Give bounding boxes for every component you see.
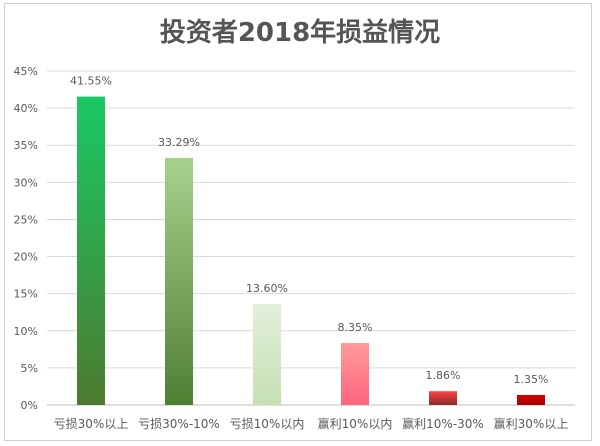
bar	[165, 157, 193, 405]
x-tick-label: 亏损30%以上	[54, 417, 129, 431]
x-tick-label: 赢利10%以内	[318, 416, 393, 431]
bar	[429, 391, 457, 405]
y-tick-label: 40%	[14, 102, 38, 115]
y-tick-label: 10%	[14, 325, 38, 338]
data-label: 13.60%	[246, 282, 288, 295]
y-tick-label: 20%	[14, 251, 38, 264]
data-label: 1.86%	[426, 369, 461, 382]
y-tick-label: 35%	[14, 139, 38, 152]
x-tick-label: 赢利30%以上	[494, 416, 569, 431]
bar	[253, 304, 281, 405]
y-tick-label: 0%	[21, 399, 38, 412]
y-tick-label: 45%	[14, 65, 38, 78]
x-tick-label: 亏损30%-10%	[138, 417, 220, 431]
chart-title: 投资者2018年损益情况	[159, 18, 441, 48]
data-label: 33.29%	[158, 136, 200, 149]
bar	[517, 394, 545, 405]
y-tick-label: 25%	[14, 213, 38, 226]
y-tick-label: 5%	[21, 362, 38, 375]
x-tick-label: 赢利10%-30%	[402, 416, 484, 431]
y-tick-label: 30%	[14, 176, 38, 189]
bar	[77, 96, 105, 406]
data-label: 1.35%	[514, 373, 549, 386]
x-tick-label: 亏损10%以内	[230, 417, 305, 431]
bar	[341, 343, 369, 405]
data-label: 8.35%	[338, 321, 373, 334]
data-label: 41.55%	[70, 75, 112, 88]
y-tick-label: 15%	[14, 288, 38, 301]
chart-frame	[4, 3, 592, 441]
